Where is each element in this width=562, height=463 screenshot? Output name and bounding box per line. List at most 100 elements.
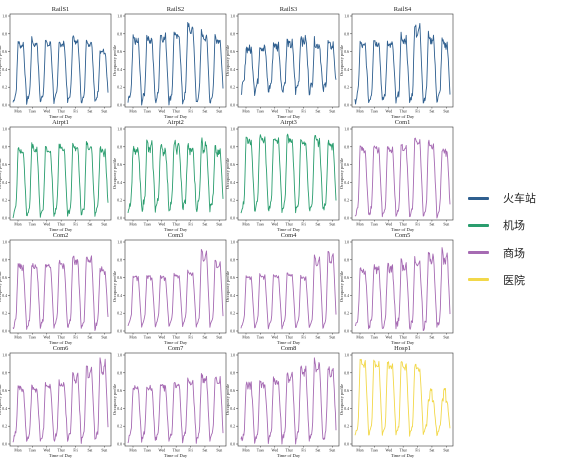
panel-hosp1: Hosp1 0.0 0.2 0.4 0.6 0.8 1.0 Occupancy profile… bbox=[339, 345, 454, 458]
x-tick-label: Sun bbox=[216, 449, 222, 453]
x-tick-label: Fri bbox=[73, 336, 77, 340]
y-tick-label: 0.4 bbox=[117, 181, 122, 185]
x-tick-label: Thur bbox=[57, 223, 65, 227]
series-line bbox=[12, 35, 109, 105]
x-tick-label: Tues bbox=[371, 449, 379, 453]
x-tick-label: Sun bbox=[443, 336, 449, 340]
x-axis-label: Time of Day bbox=[164, 227, 188, 232]
y-tick-label: 0.0 bbox=[230, 443, 235, 447]
x-axis-label: Time of Day bbox=[277, 453, 301, 458]
x-tick-label: Sat bbox=[316, 336, 322, 340]
y-tick-label: 0.2 bbox=[117, 425, 122, 429]
x-tick-label: Wed bbox=[158, 449, 165, 453]
panel-com4: Com4 0.0 0.2 0.4 0.6 0.8 1.0 Occupancy profile M… bbox=[225, 232, 340, 345]
panel-rails2: RailS2 0.0 0.2 0.4 0.6 0.8 1.0 Occupancy profil… bbox=[112, 6, 227, 119]
x-axis-label: Time of Day bbox=[164, 340, 188, 345]
x-tick-label: Fri bbox=[415, 336, 419, 340]
panel-airpt3: Airpt3 0.0 0.2 0.4 0.6 0.8 1.0 Occupancy profil… bbox=[225, 119, 340, 232]
legend-label: 机场 bbox=[503, 219, 525, 233]
x-tick-label: Wed bbox=[158, 336, 165, 340]
x-tick-label: Mon bbox=[129, 223, 136, 227]
x-tick-label: Wed bbox=[385, 110, 392, 114]
series-line bbox=[127, 22, 224, 106]
y-tick-label: 0.8 bbox=[344, 258, 349, 262]
panel-title: Com7 bbox=[168, 345, 184, 352]
y-tick-label: 0.6 bbox=[2, 163, 7, 167]
y-tick-label: 0.0 bbox=[2, 330, 7, 334]
y-tick-label: 0.0 bbox=[230, 330, 235, 334]
x-tick-label: Sat bbox=[88, 223, 94, 227]
panel-title: Com5 bbox=[395, 232, 411, 239]
x-tick-label: Mon bbox=[242, 110, 249, 114]
y-tick-label: 0.2 bbox=[2, 199, 7, 203]
series-line bbox=[240, 133, 337, 214]
x-tick-label: Fri bbox=[301, 336, 305, 340]
x-tick-label: Wed bbox=[43, 449, 50, 453]
x-tick-label: Tues bbox=[144, 110, 152, 114]
series-line bbox=[12, 357, 109, 444]
x-tick-label: Tues bbox=[371, 110, 379, 114]
y-axis-label: Occupancy profile bbox=[0, 271, 2, 302]
x-tick-label: Tues bbox=[257, 336, 265, 340]
panel-com7: Com7 0.0 0.2 0.4 0.6 0.8 1.0 Occupancy profile M… bbox=[112, 345, 227, 458]
x-tick-label: Mon bbox=[129, 336, 136, 340]
y-tick-label: 1.0 bbox=[117, 241, 122, 245]
x-tick-label: Fri bbox=[415, 223, 419, 227]
panel-title: Com3 bbox=[168, 232, 184, 239]
x-tick-label: Tues bbox=[144, 336, 152, 340]
y-tick-label: 0.4 bbox=[2, 181, 7, 185]
y-tick-label: 0.2 bbox=[117, 86, 122, 90]
legend-label: 医院 bbox=[503, 273, 525, 287]
x-axis-label: Time of Day bbox=[277, 340, 301, 345]
legend-swatch bbox=[468, 196, 489, 200]
panel-title: Airpt1 bbox=[52, 119, 69, 126]
x-axis-label: Time of Day bbox=[277, 227, 301, 232]
y-tick-label: 0.8 bbox=[2, 32, 7, 36]
y-tick-label: 0.6 bbox=[117, 163, 122, 167]
y-tick-label: 0.6 bbox=[117, 389, 122, 393]
y-tick-label: 0.2 bbox=[344, 425, 349, 429]
y-tick-label: 0.8 bbox=[2, 145, 7, 149]
y-tick-label: 0.0 bbox=[230, 104, 235, 108]
x-tick-label: Mon bbox=[356, 449, 363, 453]
legend-item-hospital: 医院 bbox=[468, 273, 562, 287]
y-tick-label: 0.6 bbox=[230, 389, 235, 393]
y-tick-label: 0.0 bbox=[230, 217, 235, 221]
x-tick-label: Sat bbox=[88, 336, 94, 340]
x-tick-label: Fri bbox=[415, 110, 419, 114]
y-axis-label: Occupancy profile bbox=[0, 158, 2, 189]
panel-com3: Com3 0.0 0.2 0.4 0.6 0.8 1.0 Occupancy profile M… bbox=[112, 232, 227, 345]
x-tick-label: Sun bbox=[329, 449, 335, 453]
series-line bbox=[127, 373, 224, 444]
panel-com6: Com6 0.0 0.2 0.4 0.6 0.8 1.0 Occupancy profile M… bbox=[0, 345, 112, 458]
x-tick-label: Thur bbox=[285, 110, 293, 114]
x-tick-label: Sat bbox=[203, 336, 209, 340]
y-axis-label: Occupancy profile bbox=[339, 158, 344, 189]
series-line bbox=[354, 22, 451, 105]
y-tick-label: 0.0 bbox=[344, 217, 349, 221]
x-tick-label: Wed bbox=[43, 110, 50, 114]
y-tick-label: 0.6 bbox=[2, 389, 7, 393]
x-tick-label: Mon bbox=[242, 223, 249, 227]
x-tick-label: Fri bbox=[188, 336, 192, 340]
panel-frame bbox=[351, 239, 454, 334]
x-axis-label: Time of Day bbox=[49, 227, 73, 232]
x-tick-label: Sun bbox=[101, 449, 107, 453]
x-tick-label: Tues bbox=[257, 223, 265, 227]
x-axis-label: Time of Day bbox=[391, 340, 415, 345]
legend-item-mall: 商场 bbox=[468, 247, 562, 260]
x-tick-label: Sat bbox=[316, 223, 322, 227]
x-tick-label: Mon bbox=[14, 336, 21, 340]
y-tick-label: 0.2 bbox=[344, 312, 349, 316]
series-line bbox=[12, 255, 109, 331]
x-tick-label: Thur bbox=[399, 223, 407, 227]
series-line bbox=[240, 250, 337, 330]
x-tick-label: Tues bbox=[29, 110, 37, 114]
y-tick-label: 1.0 bbox=[230, 128, 235, 132]
y-axis-label: Occupancy profile bbox=[225, 45, 230, 76]
x-tick-label: Sun bbox=[216, 223, 222, 227]
y-tick-label: 0.8 bbox=[117, 32, 122, 36]
legend-swatch bbox=[468, 251, 489, 255]
panel-title: Hosp1 bbox=[394, 345, 411, 352]
